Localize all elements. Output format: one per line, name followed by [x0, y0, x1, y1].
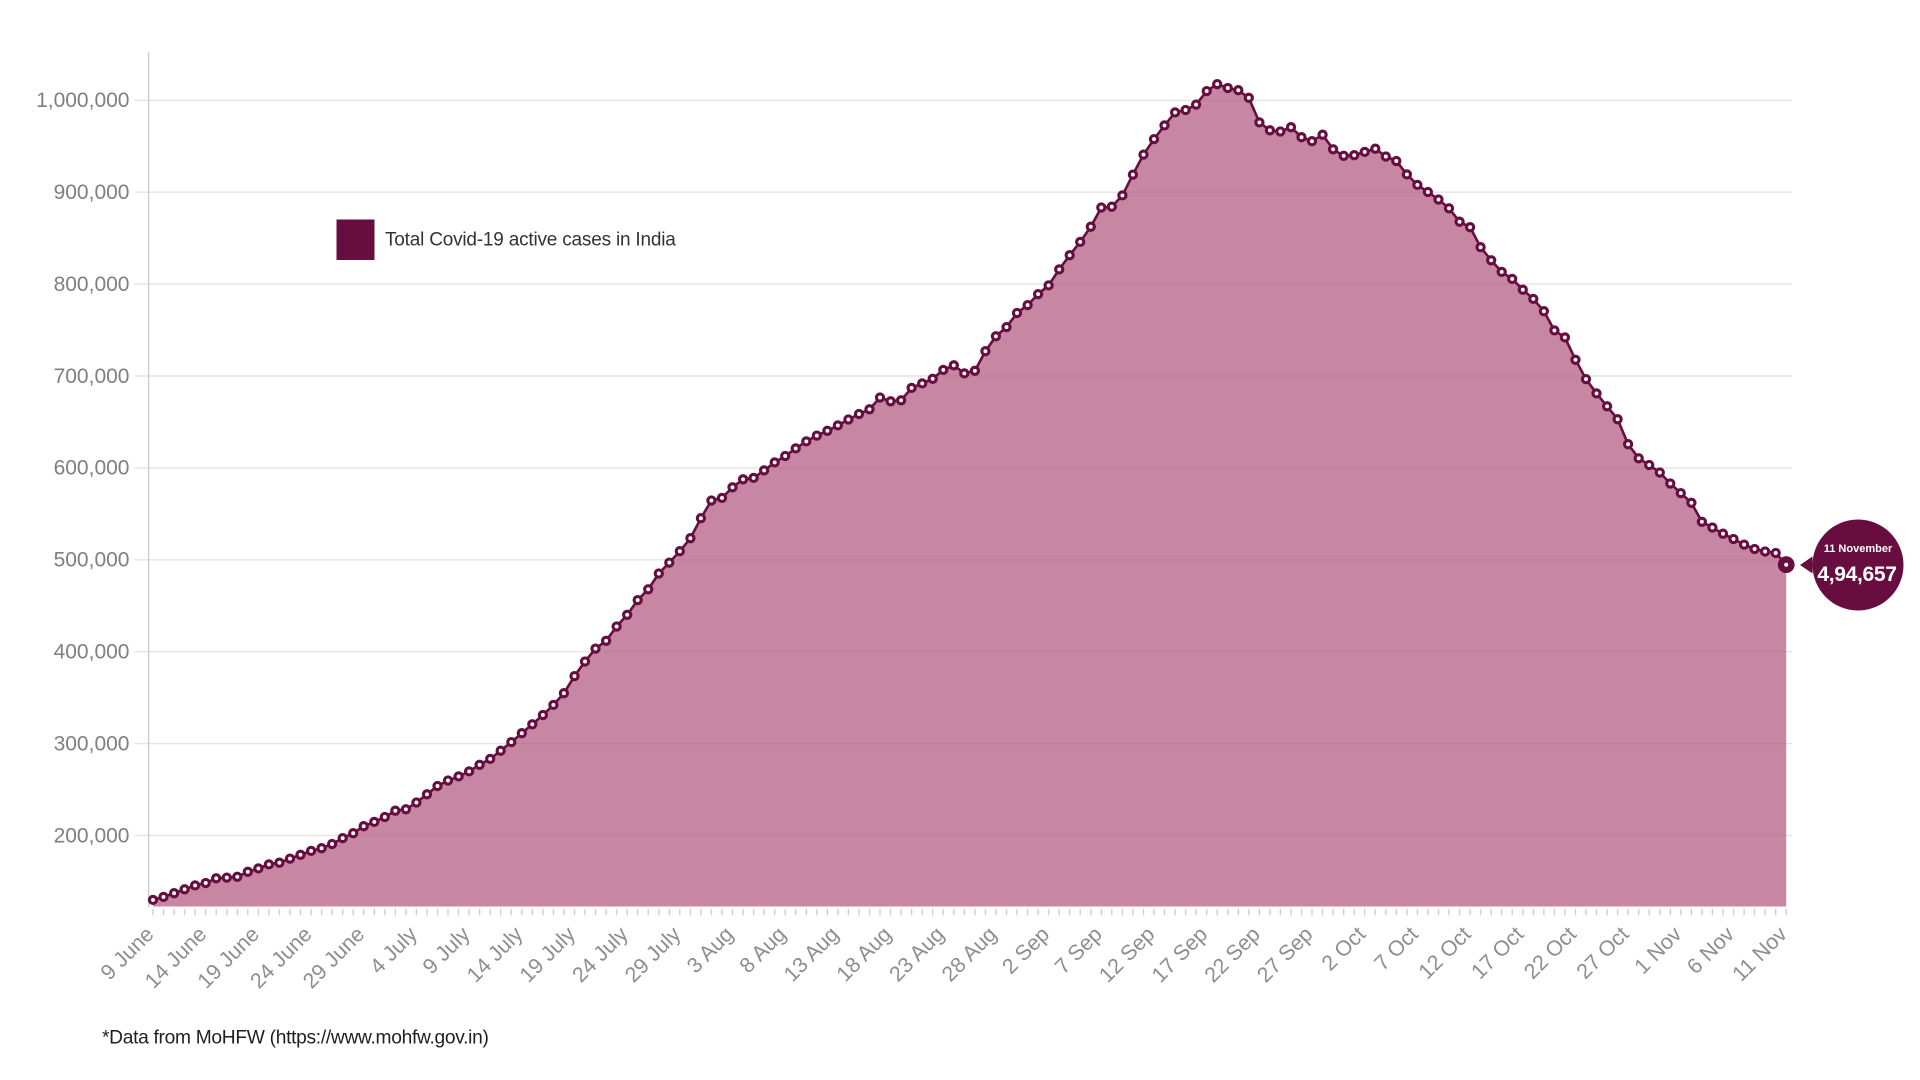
svg-text:4 July: 4 July: [365, 922, 422, 979]
svg-text:22 Oct: 22 Oct: [1519, 922, 1581, 984]
svg-text:13 Aug: 13 Aug: [779, 922, 843, 986]
svg-text:17 Oct: 17 Oct: [1467, 922, 1529, 984]
svg-text:600,000: 600,000: [54, 457, 130, 480]
svg-text:Total Covid-19 active cases in: Total Covid-19 active cases in India: [385, 230, 676, 251]
svg-text:18 Aug: 18 Aug: [832, 922, 896, 986]
svg-text:300,000: 300,000: [54, 732, 130, 755]
svg-text:1,000,000: 1,000,000: [36, 89, 129, 112]
svg-text:500,000: 500,000: [54, 549, 130, 572]
svg-text:19 July: 19 July: [515, 922, 580, 987]
svg-text:900,000: 900,000: [54, 181, 130, 204]
svg-text:28 Aug: 28 Aug: [937, 922, 1001, 986]
svg-text:3 Aug: 3 Aug: [682, 922, 738, 978]
svg-text:14 July: 14 July: [462, 922, 527, 987]
svg-text:24 July: 24 July: [568, 922, 633, 987]
svg-text:11 Nov: 11 Nov: [1728, 922, 1792, 986]
svg-text:23 Aug: 23 Aug: [885, 922, 949, 986]
svg-text:2 Sep: 2 Sep: [997, 922, 1054, 979]
svg-text:22 Sep: 22 Sep: [1200, 922, 1265, 987]
svg-text:700,000: 700,000: [54, 365, 130, 388]
svg-text:12 Sep: 12 Sep: [1094, 922, 1159, 987]
svg-text:400,000: 400,000: [54, 641, 130, 664]
svg-text:17 Sep: 17 Sep: [1147, 922, 1212, 987]
svg-text:27 Oct: 27 Oct: [1572, 922, 1634, 984]
svg-text:27 Sep: 27 Sep: [1252, 922, 1317, 987]
svg-text:2 Oct: 2 Oct: [1317, 922, 1370, 975]
svg-text:11 November: 11 November: [1824, 543, 1893, 555]
svg-text:800,000: 800,000: [54, 273, 130, 296]
svg-text:1 Nov: 1 Nov: [1630, 922, 1687, 979]
svg-text:*Data from MoHFW (https://www.: *Data from MoHFW (https://www.mohfw.gov.…: [102, 1028, 489, 1049]
svg-text:4,94,657: 4,94,657: [1817, 563, 1896, 586]
svg-text:29 July: 29 July: [620, 922, 685, 987]
svg-text:200,000: 200,000: [54, 824, 130, 847]
svg-text:12 Oct: 12 Oct: [1414, 922, 1476, 984]
